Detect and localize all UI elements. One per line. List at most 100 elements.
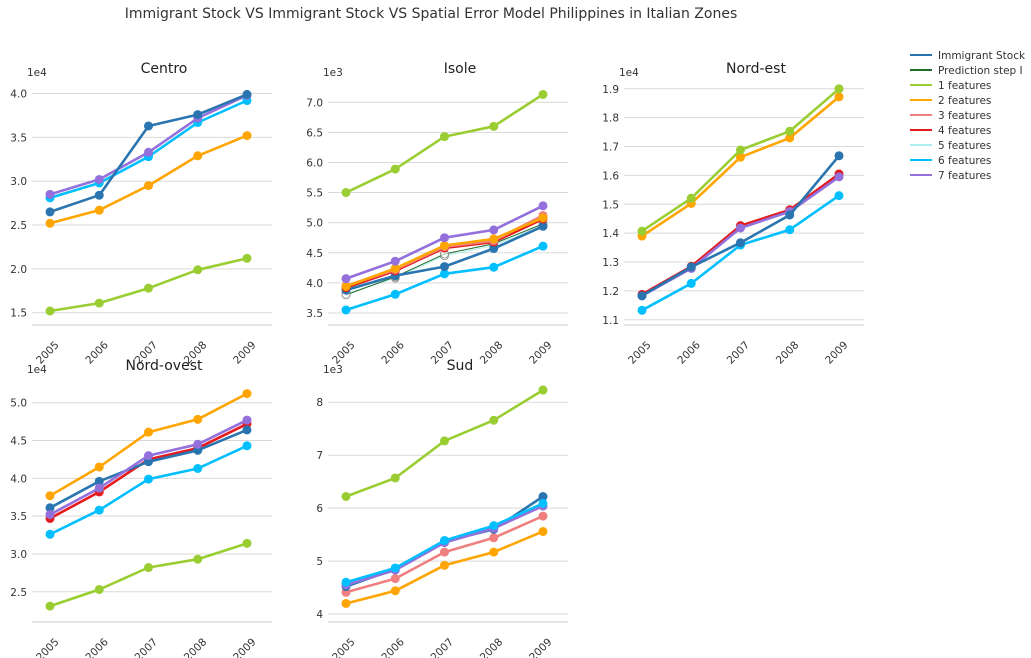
legend-label: 6 features xyxy=(938,155,991,167)
data-point xyxy=(94,190,104,200)
subplot-sud: 4 5 6 7 8 2005 2006 2007 2008 2009 Sud 1e3 xyxy=(316,358,568,658)
legend-item-6-features: 6 features xyxy=(910,155,991,167)
data-point xyxy=(341,274,351,284)
y-tick-label: 4.0 xyxy=(306,278,323,290)
series-7-features xyxy=(45,415,252,520)
data-point xyxy=(242,415,252,425)
series-1-features xyxy=(45,538,252,611)
data-point xyxy=(144,451,153,461)
series-line xyxy=(345,93,544,194)
axis-multiplier: 1e3 xyxy=(323,364,343,376)
data-point xyxy=(736,223,745,233)
x-tick-label: 2007 xyxy=(429,636,456,658)
x-tick-label: 2007 xyxy=(133,636,160,658)
data-point xyxy=(94,483,104,493)
legend-item-7-features: 7 features xyxy=(910,170,991,182)
axis-multiplier: 1e4 xyxy=(27,364,47,376)
x-tick-label: 2006 xyxy=(83,339,111,367)
data-point xyxy=(94,462,104,472)
data-point xyxy=(45,189,55,199)
data-point xyxy=(341,491,351,501)
data-point xyxy=(193,463,203,473)
subplot-title: Isole xyxy=(444,61,477,77)
data-point xyxy=(341,577,351,587)
data-point xyxy=(94,476,104,486)
data-point xyxy=(637,305,647,315)
x-tick-label: 2005 xyxy=(626,339,653,366)
data-point xyxy=(489,521,499,531)
data-point xyxy=(144,121,153,131)
y-tick-label: 4.0 xyxy=(10,473,27,485)
data-point xyxy=(440,233,449,243)
series-6-features xyxy=(45,441,252,539)
series-immigrant-stock xyxy=(637,151,844,301)
legend-label: Prediction step I xyxy=(938,65,1023,77)
data-point xyxy=(834,92,844,102)
data-point xyxy=(538,498,548,508)
data-point xyxy=(390,563,400,573)
series-2-features xyxy=(45,131,252,228)
x-tick-label: 2006 xyxy=(675,339,703,367)
data-point xyxy=(193,439,203,449)
data-point xyxy=(193,554,203,564)
data-point xyxy=(341,281,351,291)
legend-item-3-features: 3 features xyxy=(910,110,991,122)
data-point xyxy=(440,241,449,251)
series-line xyxy=(49,428,248,509)
data-point xyxy=(538,385,548,395)
data-point xyxy=(686,262,696,272)
legend-item-prediction-step-i: Prediction step I xyxy=(910,65,1023,77)
series-3-features xyxy=(341,511,548,597)
y-tick-label: 3.5 xyxy=(10,511,27,523)
data-point xyxy=(834,84,844,94)
data-point xyxy=(390,263,400,273)
legend-item-5-features: 5 features xyxy=(910,140,991,152)
series-1-features xyxy=(637,84,844,236)
x-tick-label: 2005 xyxy=(330,339,357,366)
legend-label: 3 features xyxy=(938,110,991,122)
data-point xyxy=(341,598,351,608)
data-point xyxy=(489,415,499,425)
data-point xyxy=(341,188,351,198)
data-point xyxy=(637,291,647,301)
subplot-nord-est: 1.1 1.2 1.3 1.4 1.5 1.6 1.7 1.8 1.9 2005 2006 2007 2… xyxy=(602,61,864,367)
data-point xyxy=(785,225,795,235)
series-2-features xyxy=(341,526,548,608)
y-tick-label: 1.9 xyxy=(602,84,619,96)
data-point xyxy=(242,425,252,435)
data-point xyxy=(390,164,400,174)
x-tick-label: 2005 xyxy=(34,339,61,366)
data-point xyxy=(94,205,104,215)
subplot-nord-ovest: 2.5 3.0 3.5 4.0 4.5 5.0 2005 2006 2007 2008 2009 No… xyxy=(10,358,272,658)
series-immigrant-stock xyxy=(45,89,252,217)
series-1-features xyxy=(341,89,548,198)
data-point xyxy=(45,510,55,520)
series-2-features xyxy=(45,389,252,501)
x-tick-label: 2005 xyxy=(34,636,61,658)
x-tick-label: 2008 xyxy=(182,636,209,658)
y-tick-label: 5.0 xyxy=(10,398,27,410)
x-tick-label: 2007 xyxy=(725,339,752,366)
data-point xyxy=(242,253,252,263)
y-tick-label: 6.5 xyxy=(306,127,323,139)
series-line xyxy=(49,94,248,196)
x-tick-label: 2009 xyxy=(231,636,258,658)
data-point xyxy=(538,511,548,521)
axis-multiplier: 1e4 xyxy=(27,67,47,79)
data-point xyxy=(834,191,844,201)
y-tick-label: 6 xyxy=(316,503,323,515)
y-tick-label: 2.5 xyxy=(10,587,27,599)
x-tick-label: 2009 xyxy=(527,636,554,658)
data-point xyxy=(193,414,203,424)
data-point xyxy=(489,225,499,235)
data-point xyxy=(144,181,153,191)
legend-label: 2 features xyxy=(938,95,991,107)
series-line xyxy=(49,422,248,520)
y-tick-label: 1.3 xyxy=(602,257,619,269)
subplot-panels: 1.5 2.0 2.5 3.0 3.5 4.0 2005 2006 2007 2008 2009 Ce… xyxy=(10,61,864,658)
x-tick-label: 2008 xyxy=(478,636,505,658)
axis-multiplier: 1e4 xyxy=(619,67,639,79)
x-tick-label: 2005 xyxy=(330,636,357,658)
data-point xyxy=(45,529,55,539)
